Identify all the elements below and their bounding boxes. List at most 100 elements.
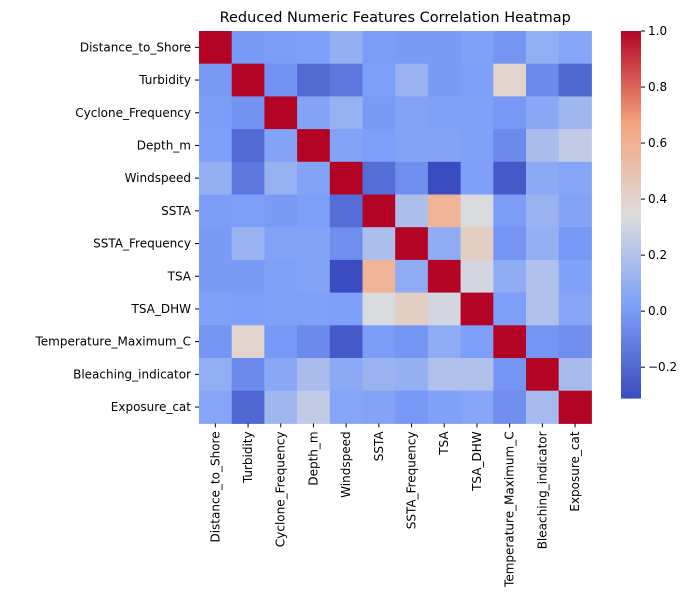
- heatmap-cell: [460, 31, 494, 65]
- heatmap-cell: [231, 194, 265, 228]
- colorbar-segment: [621, 86, 641, 90]
- heatmap-cell: [558, 161, 592, 195]
- heatmap-cell: [362, 292, 396, 326]
- colorbar-segment: [621, 162, 641, 167]
- colorbar-segment: [621, 174, 641, 179]
- colorbar-segment: [621, 159, 641, 164]
- heatmap-cell: [460, 96, 494, 130]
- heatmap-cell: [526, 259, 560, 294]
- colorbar-segment: [621, 153, 641, 157]
- heatmap-cell: [526, 31, 560, 65]
- heatmap-cell: [297, 63, 331, 97]
- colorbar-segment: [621, 373, 641, 378]
- heatmap-cell: [395, 161, 429, 195]
- heatmap-cell: [329, 227, 363, 261]
- heatmap-cell: [395, 31, 429, 65]
- heatmap-cell: [427, 227, 462, 261]
- heatmap-cell: [231, 31, 265, 65]
- colorbar-segment: [621, 297, 641, 301]
- colorbar-segment: [621, 388, 641, 393]
- row-tick-label: Turbidity: [138, 73, 191, 87]
- colorbar-segment: [621, 287, 641, 292]
- colorbar-segment: [621, 245, 641, 249]
- colorbar-segment: [621, 180, 641, 185]
- heatmap-cell: [362, 390, 396, 424]
- heatmap-cell: [231, 390, 265, 424]
- column-tick-label: Temperature_Maximum_C: [503, 431, 517, 588]
- heatmap-cell: [297, 358, 331, 392]
- colorbar-segment: [621, 82, 641, 87]
- colorbar-segment: [621, 101, 641, 105]
- heatmap-cell: [427, 259, 462, 294]
- heatmap-cell: [526, 129, 560, 163]
- heatmap-cell: [199, 31, 233, 65]
- heatmap-cell: [526, 194, 560, 228]
- column-tick-label: Bleaching_indicator: [535, 431, 549, 549]
- row-tick-label: SSTA: [161, 204, 192, 218]
- colorbar-segment: [621, 46, 641, 50]
- row-tick-label: Temperature_Maximum_C: [34, 335, 191, 349]
- heatmap-cell: [427, 194, 462, 228]
- heatmap-cell: [526, 63, 560, 97]
- heatmap-cell: [231, 161, 265, 195]
- column-tick-label: Windspeed: [339, 431, 353, 497]
- heatmap-cell: [199, 96, 233, 130]
- colorbar-segment: [621, 361, 641, 365]
- colorbar-segment: [621, 263, 641, 268]
- colorbar-segment: [621, 37, 641, 41]
- heatmap-cell: [526, 292, 560, 326]
- heatmap-cell: [362, 194, 396, 228]
- heatmap-cell: [460, 194, 494, 228]
- colorbar-segment: [621, 125, 641, 130]
- heatmap-cell: [493, 194, 527, 228]
- heatmap-cell: [493, 31, 527, 65]
- heatmap-cell: [264, 358, 298, 392]
- colorbar-segment: [621, 309, 641, 313]
- colorbar-segment: [621, 131, 641, 136]
- colorbar-segment: [621, 385, 641, 390]
- colorbar-segment: [621, 165, 641, 170]
- heatmap-cell: [395, 194, 429, 228]
- heatmap-cell: [199, 227, 233, 261]
- colorbar-segment: [621, 269, 641, 274]
- column-tick-label: Cyclone_Frequency: [274, 431, 288, 547]
- colorbar-segment: [621, 391, 641, 396]
- heatmap-cell: [460, 390, 494, 424]
- heatmap-cell: [427, 325, 462, 359]
- colorbar-segment: [621, 312, 641, 317]
- heatmap-cell: [558, 259, 592, 294]
- row-tick-label: TSA: [167, 269, 192, 283]
- heatmap-cell: [199, 129, 233, 163]
- colorbar-segment: [621, 358, 641, 362]
- heatmap-cell: [493, 325, 527, 359]
- colorbar-segment: [621, 300, 641, 304]
- heatmap-cell: [460, 325, 494, 359]
- colorbar-segment: [621, 223, 641, 228]
- colorbar-segment: [621, 116, 641, 121]
- heatmap-cell: [526, 390, 560, 424]
- colorbar-segment: [621, 52, 641, 57]
- colorbar-tick-label: 0.4: [648, 192, 667, 206]
- row-tick-label: Exposure_cat: [111, 400, 192, 414]
- heatmap-cell: [329, 129, 363, 163]
- heatmap-cell: [297, 259, 331, 294]
- heatmap-cell: [329, 325, 363, 359]
- heatmap-cell: [329, 358, 363, 392]
- row-tick-label: Bleaching_indicator: [73, 367, 191, 381]
- heatmap-cell: [526, 227, 560, 261]
- colorbar-segment: [621, 205, 641, 209]
- colorbar-segment: [621, 284, 641, 289]
- colorbar-tick-label: 1.0: [648, 24, 667, 38]
- colorbar-segment: [621, 128, 641, 133]
- colorbar-segment: [621, 156, 641, 161]
- colorbar-segment: [621, 150, 641, 154]
- colorbar-segment: [621, 394, 641, 399]
- colorbar-segment: [621, 214, 641, 219]
- heatmap-cell: [558, 31, 592, 65]
- heatmap-cell: [297, 161, 331, 195]
- row-tick-label: SSTA_Frequency: [93, 237, 191, 251]
- colorbar-segment: [621, 119, 641, 124]
- heatmap-cell: [558, 358, 592, 392]
- colorbar-segment: [621, 168, 641, 173]
- heatmap-cell: [264, 161, 298, 195]
